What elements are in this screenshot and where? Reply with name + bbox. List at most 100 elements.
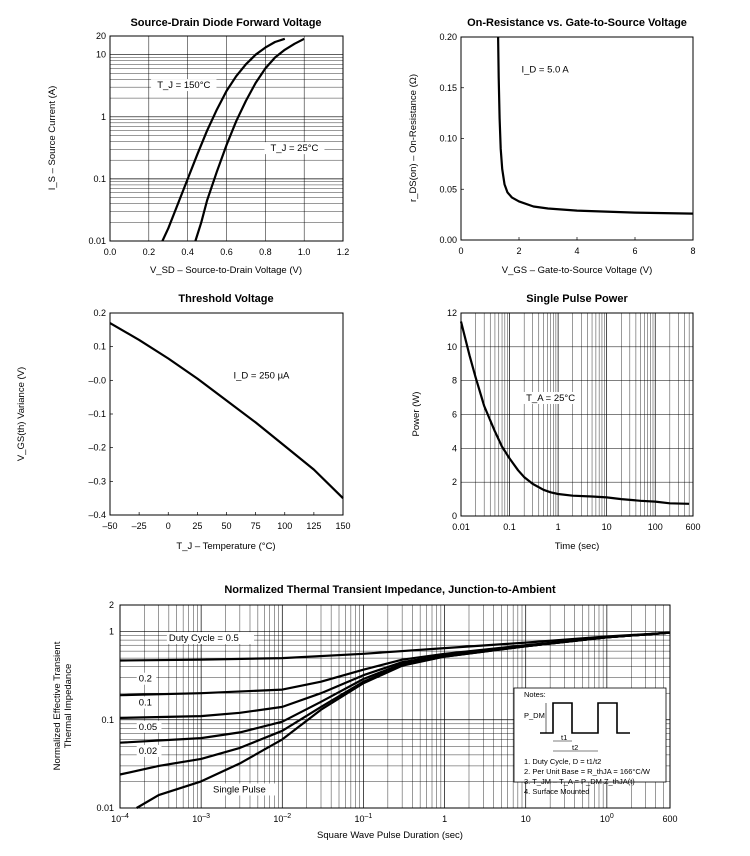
x-tick-label: 125 [306,521,321,531]
x-tick-label: 100 [277,521,292,531]
y-tick-label: 0.10 [439,134,457,144]
annotation-1: I_D = 5.0 A [521,65,569,76]
annotation-bg-2 [136,672,157,685]
x-tick-label: 1 [556,522,561,532]
chart2-ylabel: r_DS(on) – On-Resistance (Ω) [408,74,419,202]
chart2-xlabel: V_GS – Gate-to-Source Voltage (V) [502,265,653,276]
x-tick-label: 10 [521,814,531,824]
x-tick-label: 1.0 [298,247,311,257]
x-tick-label: 10 [602,522,612,532]
y-tick-label: 0.00 [439,235,457,245]
x-tick-label: –25 [132,521,147,531]
x-tick-label: 4 [574,246,579,256]
x-tick-label: 10–2 [273,813,291,824]
note-line-2: 2. Per Unit Base = R_thJA = 166°C/W [524,767,651,776]
x-tick-label: 0.2 [143,247,156,257]
chart5-xlabel: Square Wave Pulse Duration (sec) [317,830,463,841]
y-tick-label: 2 [452,477,457,487]
chart4-frame [460,312,694,517]
chart1-xlabel: V_SD – Source-to-Drain Voltage (V) [150,265,302,276]
y-tick-label: 0.01 [96,803,114,813]
series-line-1 [161,37,286,242]
y-tick-label: –0.3 [88,476,106,486]
y-tick-label: 0.1 [93,174,106,184]
x-tick-label: 0.0 [104,247,117,257]
pulse-waveform [540,702,630,734]
x-tick-label: 10–3 [192,813,210,824]
y-tick-label: 0 [452,511,457,521]
chart5-frame [119,604,671,809]
chart1-frame [109,35,344,242]
chart3-frame [109,312,344,516]
y-tick-label: –0.2 [88,443,106,453]
y-tick-label: 0.20 [439,32,457,42]
x-tick-label: 25 [192,521,202,531]
chart5-ylabel-line1: Normalized Effective Transient [52,641,63,770]
chart-threshold-voltage: Threshold Voltage –50 –25 0 25 50 75 100 125 150… [16,293,351,552]
annotation-2: 0.2 [139,674,152,685]
annotation-bg-2 [264,142,325,155]
chart-thermal-impedance: Normalized Thermal Transient Impedance, … [52,584,678,841]
x-tick-label: 75 [251,521,261,531]
chart-single-pulse-power: Single Pulse Power 0.01 0.1 1 10 100 600 0 2 4 6 8… [411,293,701,552]
annotation-bg-1 [520,391,581,404]
t2-label: t2 [572,743,578,752]
x-tick-label: –50 [102,521,117,531]
x-tick-label: 10–4 [111,813,129,824]
y-tick-label: 0.01 [88,236,106,246]
series-line-1 [497,36,694,215]
annotation-4: 0.05 [139,722,158,733]
note-line-1: 1. Duty Cycle, D = t1/t2 [524,757,601,766]
y-tick-label: –0.0 [88,375,106,385]
y-tick-label: 0.1 [93,342,106,352]
x-tick-label: 0.01 [452,522,470,532]
y-tick-label: 0.05 [439,184,457,194]
chart2-frame [460,36,694,241]
series-line-1 [109,322,344,499]
note-line-3: 3. T_JM – T_A = P_DM Z_thJA(t) [524,777,635,786]
y-tick-label: –0.4 [88,510,106,520]
y-tick-label: 12 [447,308,457,318]
y-tick-label: 20 [96,31,106,41]
chart-on-resistance: On-Resistance vs. Gate-to-Source Voltage… [408,17,696,276]
series-line-6 [136,631,671,809]
x-tick-label: 10–1 [355,813,373,824]
t1-label: t1 [561,733,567,742]
annotation-bg-1 [151,79,217,92]
chart4-ylabel: Power (W) [411,392,422,437]
x-tick-label: 600 [685,522,700,532]
x-tick-label: 0 [166,521,171,531]
annotation-1: T_J = 150°C [157,80,210,91]
series-line-2 [194,37,305,242]
annotation-bg-5 [136,744,162,757]
annotation-6: Single Pulse [213,784,266,795]
y-tick-label: 1 [101,112,106,122]
chart3-title: Threshold Voltage [178,293,273,305]
annotation-1: Duty Cycle = 0.5 [169,633,239,644]
note-line-4: 4. Surface Mounted [524,787,589,796]
y-tick-label: 0.15 [439,83,457,93]
y-tick-label: 0.1 [101,715,114,725]
x-tick-label: 100 [600,813,614,824]
annotation-1: T_A = 25°C [526,393,575,404]
x-tick-label: 100 [648,522,663,532]
x-tick-label: 600 [662,814,677,824]
chart2-title: On-Resistance vs. Gate-to-Source Voltage [467,17,687,29]
x-tick-label: 0.1 [503,522,516,532]
notes-title: Notes: [524,690,546,699]
x-tick-label: 0.4 [181,247,194,257]
y-tick-label: 8 [452,376,457,386]
annotation-3: 0.1 [139,698,152,709]
annotation-bg-1 [166,632,255,645]
annotation-2: T_J = 25°C [271,143,319,154]
x-tick-label: 50 [221,521,231,531]
y-tick-label: 0.2 [93,308,106,318]
chart3-ylabel: V_GS(th) Variance (V) [16,367,27,461]
y-tick-label: 2 [109,600,114,610]
x-tick-label: 0 [458,246,463,256]
annotation-bg-4 [136,720,162,733]
x-tick-label: 1 [442,814,447,824]
chart4-xlabel: Time (sec) [555,541,600,552]
y-tick-label: 1 [109,627,114,637]
